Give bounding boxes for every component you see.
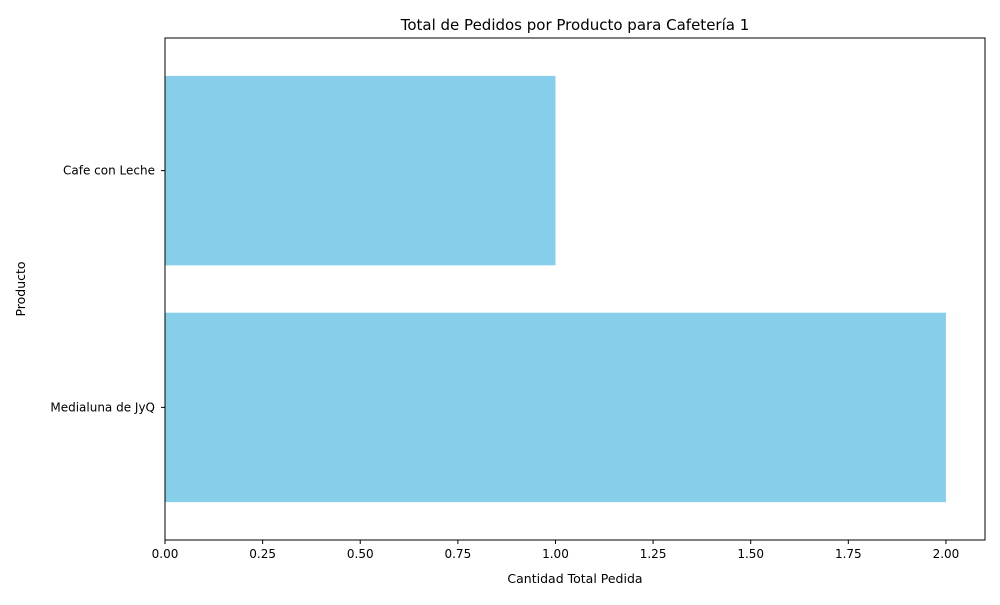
y-tick-label-1: Medialuna de JyQ — [50, 400, 155, 414]
y-axis-label: Producto — [13, 261, 28, 316]
chart-title: Total de Pedidos por Producto para Cafet… — [400, 16, 750, 34]
plot-frame — [164, 37, 986, 541]
x-tick-label-5: 1.25 — [640, 547, 667, 561]
x-tick-label-1: 0.25 — [249, 547, 276, 561]
bar-1 — [165, 312, 946, 503]
y-tick-label-0: Cafe con Leche — [63, 164, 155, 178]
x-tick-label-2: 0.50 — [347, 547, 374, 561]
x-tick-label-4: 1.00 — [542, 547, 569, 561]
x-tick-label-3: 0.75 — [444, 547, 471, 561]
x-tick-label-6: 1.50 — [737, 547, 764, 561]
bars-layer — [165, 75, 946, 503]
ticks-layer: Cafe con Leche Medialuna de JyQ 0.00 0.25 0.… — [50, 164, 959, 561]
x-tick-label-8: 2.00 — [933, 547, 960, 561]
x-tick-label-7: 1.75 — [835, 547, 862, 561]
x-axis-label: Cantidad Total Pedida — [507, 571, 642, 586]
x-tick-label-0: 0.00 — [152, 547, 179, 561]
bar-0 — [165, 75, 556, 266]
